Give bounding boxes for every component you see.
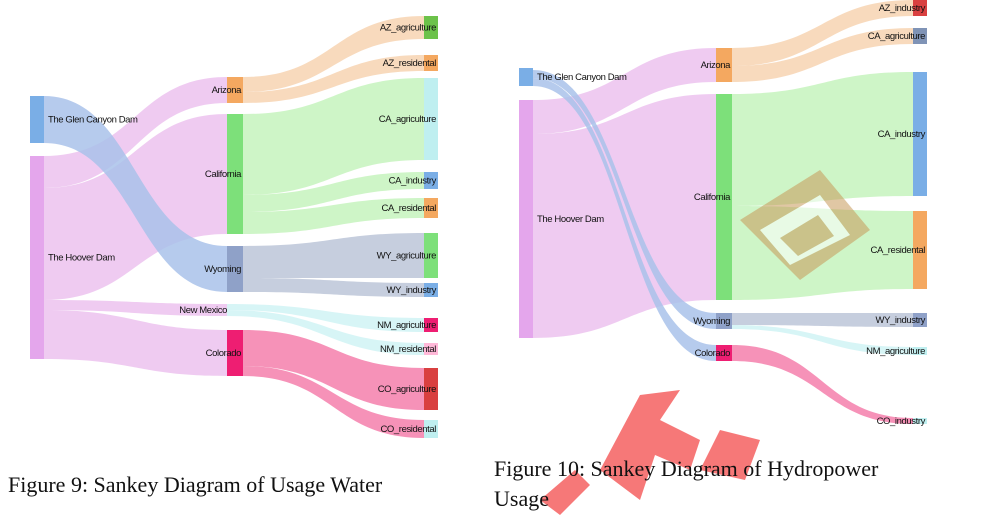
link-wy-to-wy_ind	[732, 313, 913, 327]
node-nm_res[interactable]	[424, 343, 438, 355]
node-nm_ag[interactable]	[913, 347, 927, 355]
link-glen-to-wy	[533, 70, 716, 329]
node-wy[interactable]	[227, 246, 243, 292]
node-wy[interactable]	[716, 313, 732, 329]
node-label-wy: Wyoming	[693, 316, 730, 327]
node-label-ca_res: CA_residental	[871, 245, 926, 256]
node-co[interactable]	[716, 345, 732, 361]
node-label-hoover: The Hoover Dam	[537, 214, 604, 225]
figure-10-caption: Figure 10: Sankey Diagram of Hydropower U…	[494, 456, 879, 511]
node-label-nm_ag: NM_agriculture	[377, 320, 436, 331]
node-label-az_res: AZ_residental	[383, 58, 437, 69]
link-nm-to-nm_ag	[227, 304, 424, 332]
node-label-glen: The Glen Canyon Dam	[48, 115, 138, 126]
node-label-ca: California	[205, 169, 242, 180]
link-hoover-to-co	[44, 310, 227, 376]
node-glen[interactable]	[30, 96, 44, 143]
node-hoover[interactable]	[519, 100, 533, 338]
node-label-ca_ind: CA_industry	[878, 129, 926, 140]
node-az[interactable]	[716, 48, 732, 82]
node-label-co_res: CO_residental	[380, 424, 436, 435]
node-label-ca_ag: CA_agriculture	[379, 114, 436, 125]
node-label-hoover: The Hoover Dam	[48, 253, 115, 264]
link-co-to-co_res	[243, 366, 424, 438]
node-ca[interactable]	[227, 114, 243, 234]
node-co_res[interactable]	[424, 420, 438, 438]
node-wy_ag[interactable]	[424, 233, 438, 278]
link-nm-to-nm_res	[227, 310, 424, 355]
link-ca-to-ca_ag	[243, 78, 424, 195]
node-label-nm: New Mexico	[179, 305, 227, 316]
node-label-wy: Wyoming	[204, 264, 241, 275]
node-label-az: Arizona	[701, 60, 732, 71]
node-label-wy_ag: WY_agriculture	[377, 251, 436, 262]
link-wy-to-nm_ag	[732, 325, 913, 355]
node-label-nm_ag: NM_agriculture	[866, 346, 925, 357]
node-ca_ind[interactable]	[913, 72, 927, 196]
node-co_ind[interactable]	[913, 418, 927, 424]
link-ca-to-ca_res	[243, 198, 424, 234]
link-az-to-az_ag	[243, 16, 424, 92]
node-co[interactable]	[227, 330, 243, 376]
node-label-co: Colorado	[206, 348, 241, 359]
link-hoover-to-nm	[44, 300, 227, 316]
link-az-to-ca_ag	[732, 28, 913, 82]
node-label-ca_ind: CA_industry	[389, 176, 437, 187]
node-az_ind[interactable]	[913, 0, 927, 16]
figure-9-caption: Figure 9: Sankey Diagram of Usage Water	[8, 472, 383, 497]
link-co-to-co_ag	[243, 330, 424, 410]
link-az-to-az_res	[243, 55, 424, 103]
link-wy-to-wy_ind	[243, 278, 424, 297]
node-az_ag[interactable]	[424, 16, 438, 39]
node-ca_ag[interactable]	[424, 78, 438, 160]
node-nm_ag[interactable]	[424, 318, 438, 332]
node-ca_res[interactable]	[913, 211, 927, 289]
node-wy_ind[interactable]	[424, 283, 438, 297]
link-glen-to-wy	[44, 96, 227, 292]
node-label-az: Arizona	[212, 85, 243, 96]
node-label-ca_res: CA_residental	[382, 203, 437, 214]
node-co_ag[interactable]	[424, 368, 438, 410]
water-sankey: The Glen Canyon Dam The Hoover Dam Arizona…	[30, 16, 438, 438]
link-ca-to-ca_ind	[732, 72, 913, 206]
node-ca[interactable]	[716, 94, 732, 300]
hydropower-sankey: The Glen Canyon Dam The Hoover Dam Arizona…	[519, 0, 927, 427]
node-ca_ind[interactable]	[424, 172, 438, 189]
link-co-to-co_ind	[732, 345, 913, 424]
node-label-az_ag: AZ_agriculture	[380, 23, 436, 34]
node-label-wy_ind: WY_industry	[876, 315, 926, 326]
node-label-co_ind: CO_industry	[877, 416, 926, 427]
node-hoover[interactable]	[30, 156, 44, 359]
link-wy-to-wy_ag	[243, 233, 424, 278]
node-glen[interactable]	[519, 68, 533, 86]
watermark-stamp	[540, 170, 870, 515]
node-label-co: Colorado	[695, 348, 730, 359]
node-az_res[interactable]	[424, 55, 438, 71]
link-ca-to-ca_ind	[243, 172, 424, 212]
node-ca_ag[interactable]	[913, 28, 927, 44]
node-label-ca_ag: CA_agriculture	[868, 31, 925, 42]
node-wy_ind[interactable]	[913, 313, 927, 327]
link-glen-to-co	[533, 78, 716, 361]
node-az[interactable]	[227, 77, 243, 103]
node-label-nm_res: NM_residental	[380, 344, 436, 355]
node-label-co_ag: CO_agriculture	[378, 384, 436, 395]
link-az-to-az_ind	[732, 0, 913, 66]
node-label-wy_ind: WY_industry	[387, 285, 437, 296]
node-label-glen: The Glen Canyon Dam	[537, 72, 627, 83]
node-label-az_ind: AZ_industry	[879, 3, 926, 14]
node-label-ca: California	[694, 192, 731, 203]
node-ca_res[interactable]	[424, 198, 438, 218]
link-hoover-to-az	[44, 77, 227, 188]
